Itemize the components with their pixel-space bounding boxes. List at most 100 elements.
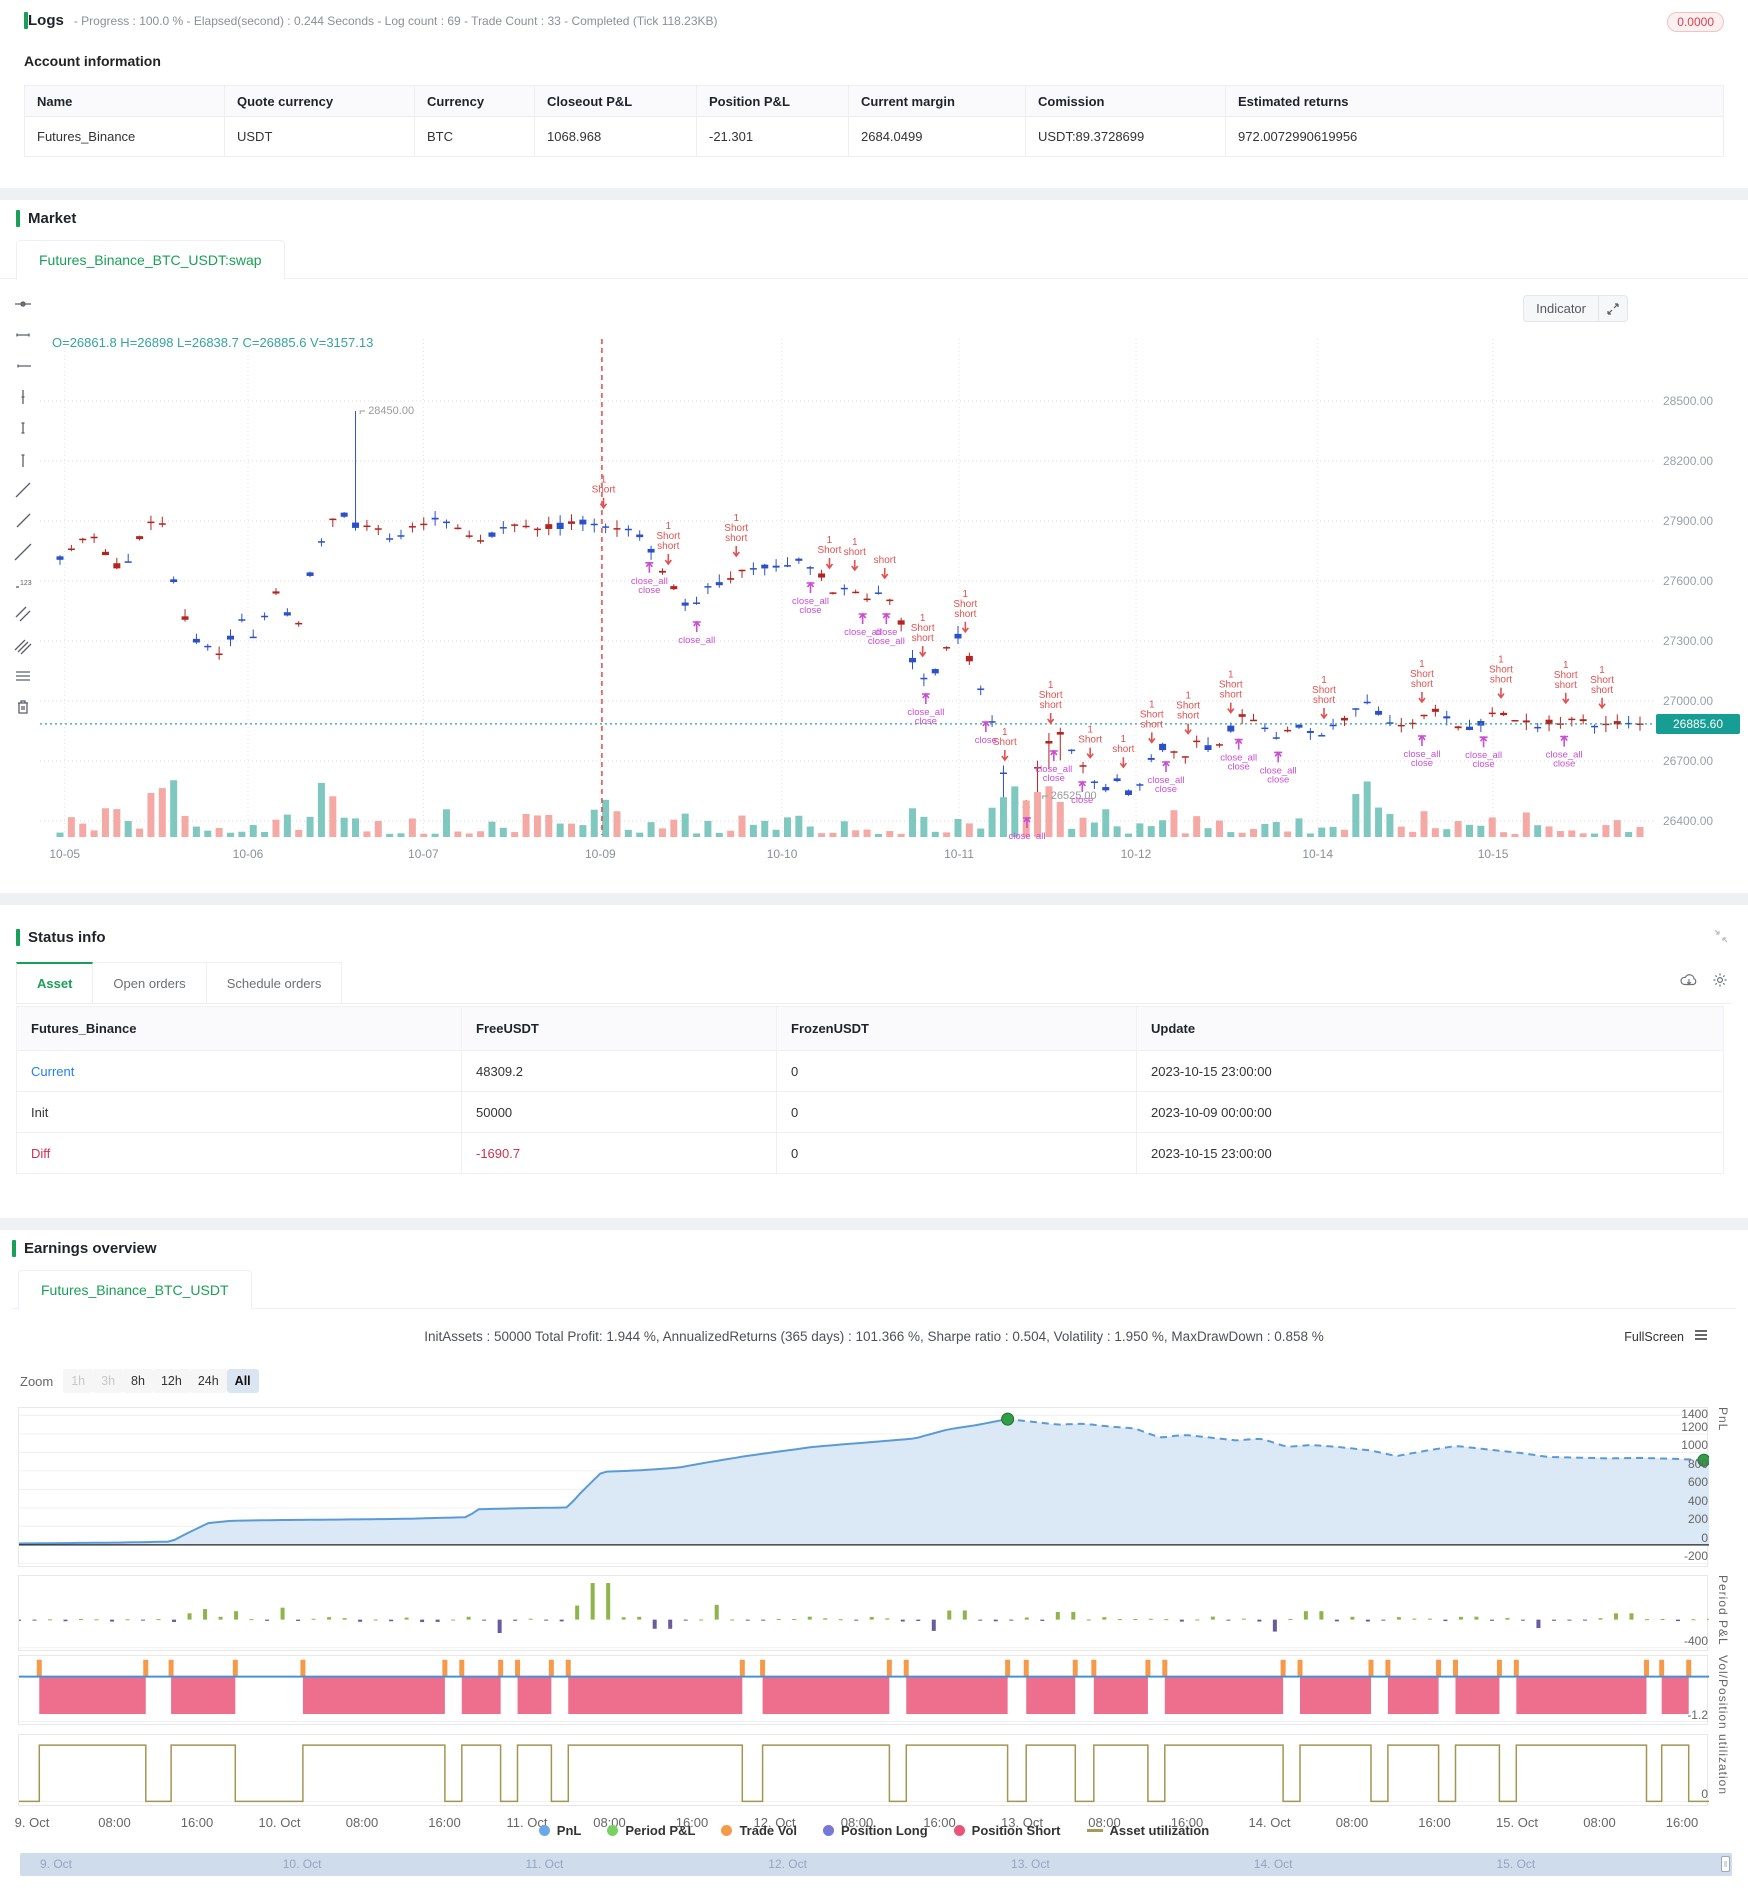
history-cloud-icon[interactable] xyxy=(1680,972,1698,993)
horizontal-levels-icon[interactable] xyxy=(12,665,34,687)
legend-label: Trade Vol xyxy=(739,1823,797,1838)
price-axis-label: 26400.00 xyxy=(1663,814,1714,828)
earnings-axis-label: 200 xyxy=(1687,1512,1708,1527)
svg-text:1: 1 xyxy=(1599,665,1605,676)
asset-table-row: Diff -1690.7 0 2023-10-15 23:00:00 xyxy=(16,1132,1724,1174)
expand-icon[interactable] xyxy=(1599,298,1627,320)
legend-swatch xyxy=(823,1825,834,1836)
navigator-label: 12. Oct xyxy=(768,1857,807,1871)
earnings-axis-label: 1400 xyxy=(1681,1407,1708,1421)
earnings-axis-label: 800 xyxy=(1687,1456,1708,1471)
svg-text:Short: Short xyxy=(911,623,935,634)
menu-icon[interactable] xyxy=(1694,1329,1708,1344)
navigator-handle[interactable]: ‖ xyxy=(1721,1856,1730,1872)
crosshair-icon[interactable] xyxy=(12,293,34,315)
legend-item-position-short[interactable]: Position Short xyxy=(953,1823,1061,1838)
svg-text:28450.00: 28450.00 xyxy=(368,405,414,417)
zoom-button-24h[interactable]: 24h xyxy=(189,1369,227,1393)
trend-line-icon[interactable] xyxy=(12,479,34,501)
legend-item-asset-utilization[interactable]: Asset utilization xyxy=(1086,1823,1210,1838)
earnings-axis-label: -1.2 xyxy=(1687,1707,1708,1722)
svg-text:Short: Short xyxy=(953,599,977,610)
trash-icon[interactable] xyxy=(12,696,34,718)
divider xyxy=(1598,296,1599,321)
parallel-channel-icon[interactable] xyxy=(12,603,34,625)
market-title: Market xyxy=(28,210,77,227)
tab-futures-binance-btc-usdt-swap[interactable]: Futures_Binance_BTC_USDT:swap xyxy=(16,240,285,280)
tab-asset[interactable]: Asset xyxy=(16,962,94,1003)
svg-text:short: short xyxy=(657,541,679,552)
range-navigator[interactable]: 9. Oct 10. Oct 11. Oct 12. Oct 13. Oct 14. Oc… xyxy=(20,1853,1732,1876)
section-separator xyxy=(0,893,1748,905)
zoom-button-8h[interactable]: 8h xyxy=(123,1369,153,1393)
tab-futures-binance-btc-usdt[interactable]: Futures_Binance_BTC_USDT xyxy=(18,1270,252,1310)
earnings-axis-label: 400 xyxy=(1687,1493,1708,1508)
vertical-segment-icon[interactable] xyxy=(12,417,34,439)
date-axis-label: 10-09 xyxy=(585,847,616,861)
price-note-icon[interactable]: 123 xyxy=(12,572,34,594)
asset-cell: 2023-10-15 23:00:00 xyxy=(1136,1050,1724,1092)
legend-label: PnL xyxy=(556,1823,582,1838)
zoom-button-all[interactable]: All xyxy=(226,1369,259,1393)
logs-title: Logs xyxy=(28,12,64,29)
indicator-button[interactable]: Indicator xyxy=(1523,295,1628,322)
svg-text:close_all: close_all xyxy=(1008,831,1045,839)
svg-text:123: 123 xyxy=(20,580,32,587)
horizontal-segment-icon[interactable] xyxy=(12,324,34,346)
svg-text:close_all: close_all xyxy=(907,707,944,718)
svg-text:short: short xyxy=(1591,685,1613,696)
collapse-icon[interactable] xyxy=(1714,929,1728,948)
vertical-ray-icon[interactable] xyxy=(12,448,34,470)
svg-text:Short: Short xyxy=(1489,665,1513,676)
pitchfork-icon[interactable] xyxy=(12,634,34,656)
extended-line-icon[interactable] xyxy=(12,541,34,563)
account-column-header: Current margin xyxy=(848,85,1026,117)
earnings-axis-label: 1000 xyxy=(1681,1438,1708,1453)
tab-schedule-orders[interactable]: Schedule orders xyxy=(206,962,343,1003)
ohlc-readout: O=26861.8 H=26898 L=26838.7 C=26885.6 V=… xyxy=(52,335,374,350)
account-cell: 2684.0499 xyxy=(848,116,1026,157)
asset-cell: 0 xyxy=(776,1050,1137,1092)
gear-icon[interactable] xyxy=(1712,972,1728,993)
panel-vol-position[interactable] xyxy=(18,1655,1709,1725)
legend-label: Asset utilization xyxy=(1109,1823,1210,1838)
svg-text:1: 1 xyxy=(1149,699,1155,710)
panel-pnl[interactable] xyxy=(18,1407,1711,1567)
earnings-stats: InitAssets : 50000 Total Profit: 1.944 %… xyxy=(424,1329,1324,1344)
earnings-axis-label: -200 xyxy=(1683,1549,1708,1564)
panel-title-period-p-l: Period P&L xyxy=(1716,1575,1730,1646)
panel-title-pnl: PnL xyxy=(1716,1407,1730,1432)
earnings-x-label: 08:00 xyxy=(98,1815,131,1830)
tab-open-orders[interactable]: Open orders xyxy=(93,962,207,1003)
horizontal-ray-icon[interactable] xyxy=(12,355,34,377)
ray-line-icon[interactable] xyxy=(12,510,34,532)
asset-row-label[interactable]: Current xyxy=(31,1063,75,1079)
svg-text:close: close xyxy=(975,735,997,746)
legend-swatch xyxy=(1086,1829,1103,1832)
svg-text:1: 1 xyxy=(666,521,672,532)
account-cell: USDT xyxy=(224,116,415,157)
account-cell: Futures_Binance xyxy=(24,116,225,157)
svg-text:Short: Short xyxy=(1219,680,1243,691)
panel-period-p-l[interactable] xyxy=(17,1575,1711,1651)
panel-utilization[interactable] xyxy=(18,1734,1709,1806)
earnings-x-label: 9. Oct xyxy=(14,1815,50,1830)
asset-table-row: Init 50000 0 2023-10-09 00:00:00 xyxy=(16,1091,1724,1133)
candlestick-chart[interactable]: 123 28450.00 26525.00 1 Short 1 Short short 1 Sh… xyxy=(0,279,1748,879)
legend-item-trade-vol[interactable]: Trade Vol xyxy=(721,1823,797,1838)
section-accent-bar xyxy=(12,1240,16,1257)
svg-text:close_all: close_all xyxy=(1035,764,1072,775)
svg-text:Short: Short xyxy=(818,545,842,556)
candlestick-plot[interactable]: 28450.0026525.001Short1Shortshort1Shorts… xyxy=(40,279,1655,839)
svg-text:Short: Short xyxy=(1140,709,1164,720)
logs-header: Logs - Progress : 100.0 % - Elapsed(seco… xyxy=(24,0,1724,29)
vertical-line-icon[interactable] xyxy=(12,386,34,408)
earnings-x-label: 08:00 xyxy=(1088,1815,1121,1830)
fullscreen-button[interactable]: FullScreen xyxy=(1624,1329,1708,1344)
zoom-button-12h[interactable]: 12h xyxy=(152,1369,190,1393)
legend-item-position-long[interactable]: Position Long xyxy=(823,1823,928,1838)
legend-item-pnl[interactable]: PnL xyxy=(538,1823,582,1838)
zoom-button-3h: 3h xyxy=(93,1369,124,1393)
legend-item-period-p-l[interactable]: Period P&L xyxy=(607,1823,695,1838)
earnings-charts[interactable]: 1400 1200 1000 800 600 400 200 0 -200 PnL -400 Peri… xyxy=(12,1407,1736,1877)
